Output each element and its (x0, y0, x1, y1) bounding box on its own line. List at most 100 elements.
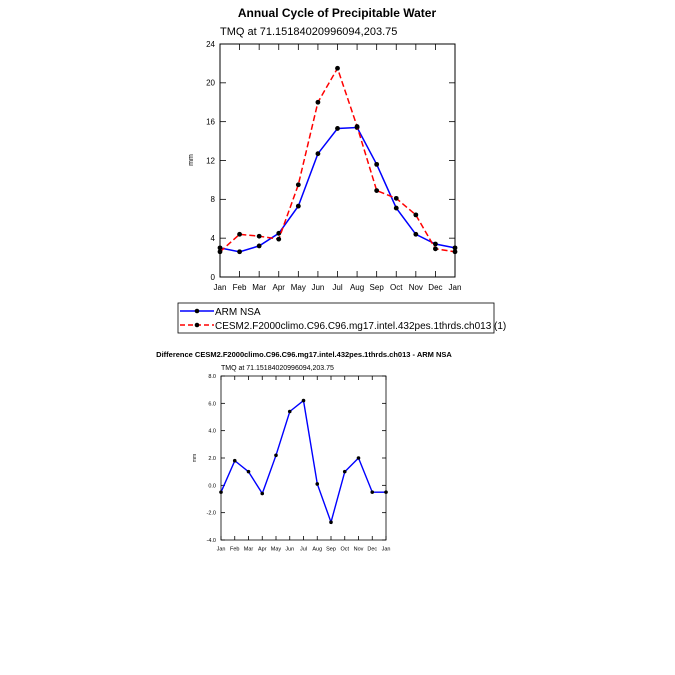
data-point (433, 246, 438, 252)
data-point (260, 491, 265, 496)
y-tick-label: 20 (206, 79, 215, 88)
data-point (335, 126, 340, 131)
y-tick-label: 0.0 (208, 483, 216, 489)
legend: ARM NSA CESM2.F2000climo.C96.C96.mg17.in… (177, 302, 506, 334)
y-tick-label: -4.0 (207, 538, 216, 544)
x-tick-label: Jan (217, 547, 226, 553)
x-tick-label: Sep (370, 283, 385, 292)
y-tick-label: 8 (211, 195, 216, 204)
data-point (315, 482, 320, 486)
legend-label-arm: ARM NSA (215, 307, 261, 318)
data-point (335, 65, 340, 71)
data-point (276, 230, 282, 236)
data-point (356, 456, 361, 460)
x-tick-label: Nov (409, 283, 423, 292)
data-point (374, 161, 380, 167)
difference-chart: Difference CESM2.F2000climo.C96.C96.mg17… (156, 350, 452, 553)
diff-series-group (219, 398, 388, 525)
diff-y-axis-label: mm (192, 454, 198, 462)
data-point (393, 205, 399, 211)
data-point (452, 245, 458, 251)
legend-box (177, 302, 495, 334)
data-point (256, 233, 262, 239)
y-tick-label: 12 (206, 156, 215, 165)
x-tick-label: Aug (312, 547, 322, 553)
x-tick-label: May (271, 547, 282, 553)
data-point (370, 490, 375, 494)
data-point (374, 188, 380, 193)
data-point (287, 409, 292, 414)
data-point (329, 520, 333, 525)
x-tick-label: Apr (258, 547, 267, 553)
series-line (219, 126, 456, 253)
x-tick-label: Mar (244, 547, 254, 553)
data-point (413, 231, 419, 237)
x-tick-label: Aug (350, 283, 364, 292)
legend-marker-cesm (194, 322, 200, 328)
x-tick-label: Feb (233, 283, 247, 292)
data-point (256, 243, 262, 249)
chart-title: Annual Cycle of Precipitable Water (238, 6, 437, 20)
x-tick-label: Dec (367, 547, 377, 553)
x-tick-label: Dec (428, 283, 442, 292)
data-point (342, 469, 347, 474)
x-tick-label: Jul (332, 283, 342, 292)
x-tick-label: Jan (214, 283, 227, 292)
y-tick-label: 24 (206, 40, 215, 49)
annual-cycle-chart: Annual Cycle of Precipitable Water TMQ a… (188, 6, 461, 292)
y-tick-label: 6.0 (208, 401, 216, 407)
x-tick-label: Jun (285, 547, 294, 553)
x-tick-label: Jan (382, 547, 391, 553)
axis-ticks: 0 4 8 12 16 20 24 Jan Feb Mar Apr May Jun Jul Aug Sep Oc… (206, 40, 461, 292)
data-point (276, 236, 282, 242)
y-tick-label: 4.0 (208, 429, 216, 435)
data-point (452, 249, 458, 255)
data-point (237, 249, 242, 255)
x-tick-label: Nov (354, 547, 364, 553)
x-tick-label: Jan (449, 283, 462, 292)
y-tick-label: 0 (211, 273, 216, 282)
data-point (246, 469, 251, 474)
x-tick-label: May (291, 283, 306, 292)
x-tick-label: Jun (311, 283, 324, 292)
data-point (315, 99, 321, 105)
data-point (274, 453, 278, 458)
series-group (217, 65, 458, 255)
legend-marker-arm (194, 308, 200, 314)
x-tick-label: Oct (390, 283, 403, 292)
x-tick-label: Mar (252, 283, 266, 292)
y-tick-label: 8.0 (208, 374, 216, 380)
plot-frame (219, 43, 456, 278)
data-point (295, 203, 301, 209)
data-point (295, 182, 301, 188)
legend-label-cesm: CESM2.F2000climo.C96.C96.mg17.intel.432p… (215, 321, 506, 332)
y-tick-label: -2.0 (207, 511, 216, 517)
data-point (217, 245, 223, 251)
series-line (220, 399, 386, 525)
y-axis-label: mm (188, 154, 195, 166)
data-point (237, 231, 242, 237)
y-tick-label: 16 (206, 117, 215, 126)
data-point (384, 490, 388, 494)
data-point (413, 212, 419, 218)
series-line (219, 66, 456, 253)
data-point (219, 490, 223, 494)
x-tick-label: Sep (326, 547, 336, 553)
x-tick-label: Apr (273, 283, 286, 292)
data-point (393, 195, 399, 201)
data-point (217, 249, 223, 255)
data-point (301, 398, 306, 403)
diff-chart-title: Difference CESM2.F2000climo.C96.C96.mg17… (156, 350, 452, 359)
x-tick-label: Jul (300, 547, 307, 553)
x-tick-label: Oct (340, 547, 349, 553)
data-point (315, 151, 321, 157)
x-tick-label: Feb (230, 547, 239, 553)
y-tick-label: 4 (211, 234, 216, 243)
data-point (433, 241, 438, 247)
y-tick-label: 2.0 (208, 456, 216, 462)
data-point (354, 124, 360, 129)
chart-subtitle: TMQ at 71.15184020996094,203.75 (220, 26, 397, 38)
diff-chart-subtitle: TMQ at 71.15184020996094,203.75 (221, 365, 334, 372)
